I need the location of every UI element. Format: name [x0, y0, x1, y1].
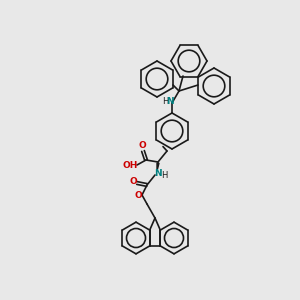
Text: N: N [154, 169, 162, 178]
Text: N: N [166, 98, 174, 106]
Text: OH: OH [122, 160, 138, 169]
Polygon shape [157, 163, 159, 171]
Text: O: O [138, 142, 146, 151]
Text: O: O [134, 190, 142, 200]
Text: O: O [129, 178, 137, 187]
Text: H: H [161, 170, 167, 179]
Text: H: H [162, 98, 168, 106]
